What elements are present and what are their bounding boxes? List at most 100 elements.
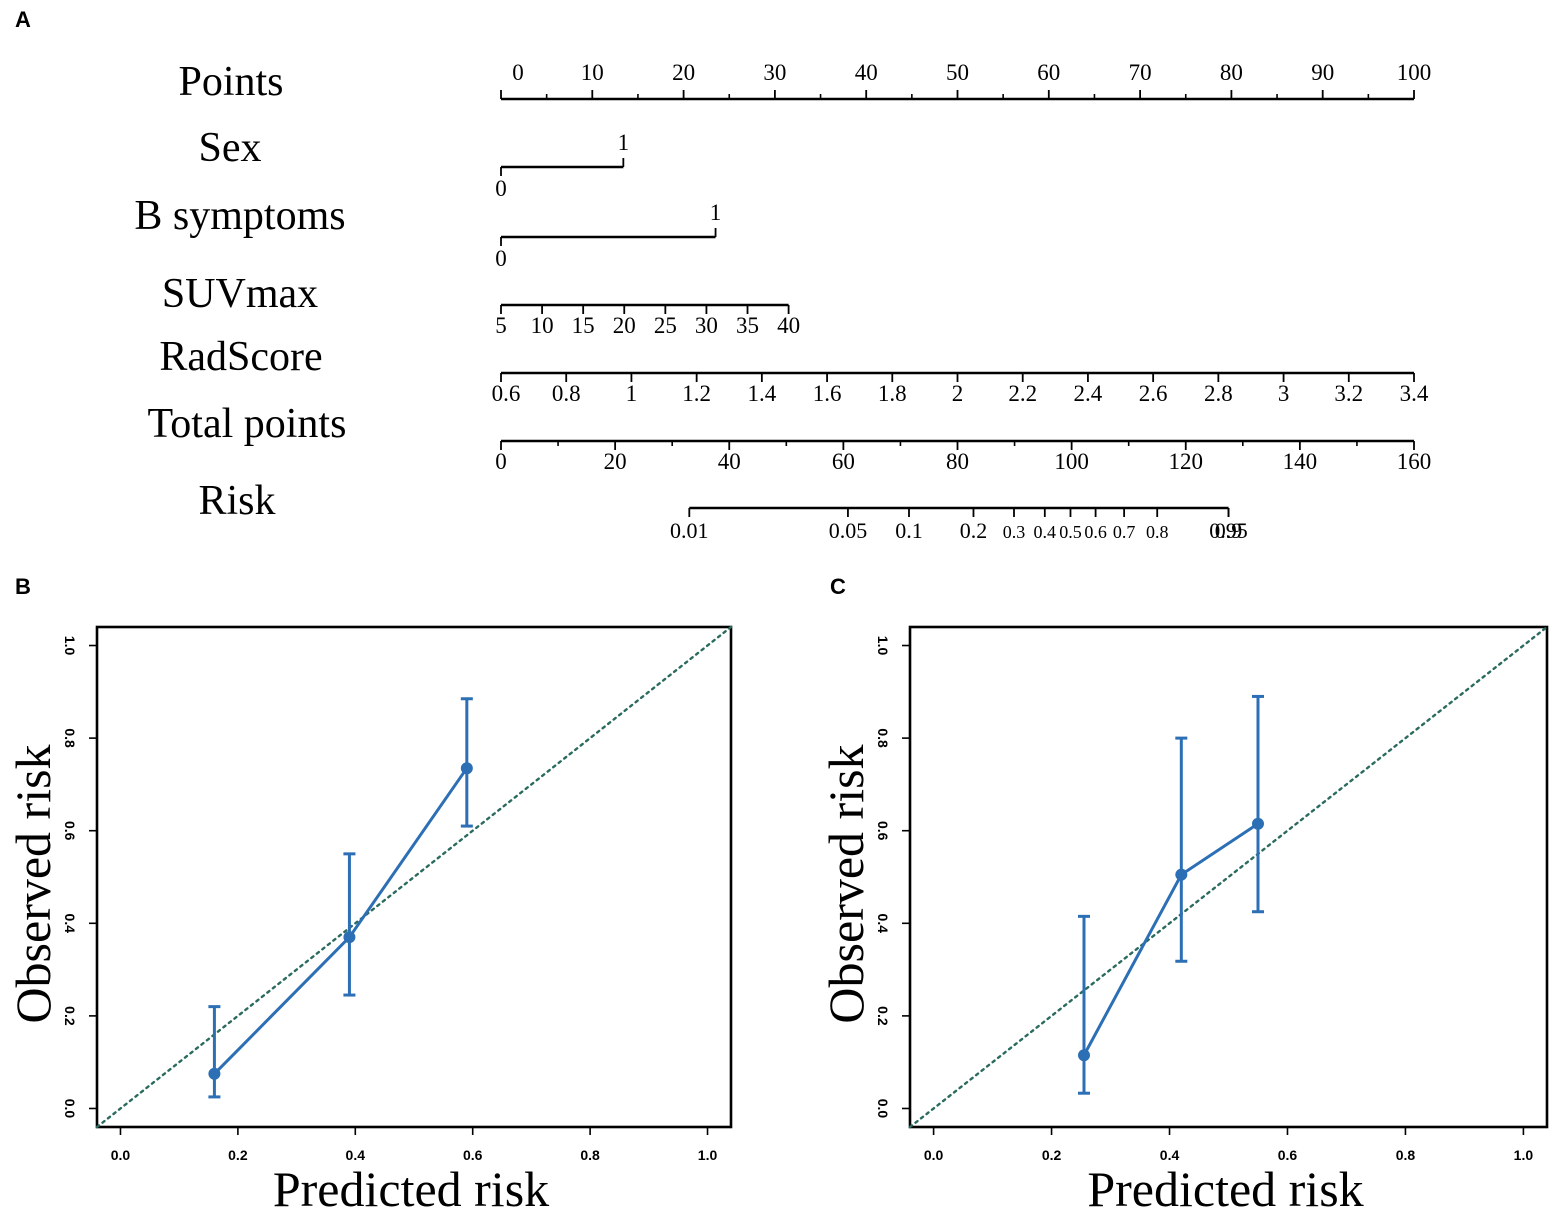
- nomogram-tick-label: 2.2: [1008, 381, 1037, 406]
- nomogram-tick-label: 10: [531, 313, 554, 338]
- y-axis-title: Observed risk: [818, 744, 874, 1023]
- nomogram-tick-label: 0: [495, 176, 507, 201]
- nomogram-tick-label: 0.4: [1034, 522, 1057, 542]
- calibration-plot-b: 0.0 0.2 0.4 0.6 0.8 1.0 0.0 0.2 0.4 0.6 0.8 1.0 Pred…: [5, 625, 733, 1214]
- nomogram-tick-label: 120: [1169, 449, 1204, 474]
- y-axis-title: Observed risk: [5, 744, 61, 1023]
- x-tick-label: 0.8: [580, 1147, 600, 1163]
- calibration-line: [1082, 822, 1259, 1056]
- x-tick-label: 0.2: [1042, 1147, 1062, 1163]
- nomogram-tick-label: 2: [952, 381, 964, 406]
- data-point: [1077, 1049, 1090, 1062]
- calibration-line: [213, 767, 469, 1075]
- x-tick-label: 0.6: [1278, 1147, 1298, 1163]
- data-point: [343, 931, 356, 944]
- nomogram-row-label: Points: [178, 59, 283, 105]
- panel-label-b: B: [15, 574, 31, 599]
- nomogram-row-label: Sex: [199, 125, 262, 171]
- nomogram-tick-label: 0.6: [1084, 522, 1107, 542]
- x-axis-title: Predicted risk: [1087, 1161, 1363, 1214]
- x-tick-label: 1.0: [698, 1147, 718, 1163]
- nomogram-tick-label: 80: [1220, 60, 1243, 85]
- nomogram-row-sex: Sex 0 1: [199, 125, 630, 201]
- nomogram-tick-label: 0.8: [552, 381, 581, 406]
- nomogram-tick-label: 35: [736, 313, 759, 338]
- nomogram-tick-label: 0.95: [1209, 518, 1248, 543]
- nomogram-row-label: B symptoms: [134, 193, 345, 239]
- nomogram-tick-label: 0.01: [670, 518, 709, 543]
- x-axis-title: Predicted risk: [273, 1161, 549, 1214]
- nomogram-tick-label: 0.3: [1003, 522, 1026, 542]
- x-tick-label: 0.8: [1396, 1147, 1416, 1163]
- nomogram-tick-label: 30: [763, 60, 786, 85]
- nomogram-tick-label: 2.4: [1074, 381, 1103, 406]
- nomogram-row-label: Total points: [148, 401, 347, 447]
- nomogram-tick-label: 0.8: [1146, 522, 1169, 542]
- panel-label-c: C: [830, 574, 846, 599]
- nomogram-tick-label: 0.2: [960, 518, 988, 543]
- nomogram-tick-label: 30: [695, 313, 718, 338]
- plot-frame: [908, 625, 1549, 1129]
- nomogram-tick-label: 25: [654, 313, 677, 338]
- nomogram-tick-label: 5: [495, 313, 507, 338]
- nomogram-tick-label: 0.1: [895, 518, 923, 543]
- nomogram-tick-label: 0: [512, 60, 524, 85]
- nomogram-tick-label: 1: [626, 381, 638, 406]
- series-calibration: [1077, 694, 1264, 1095]
- data-point: [460, 762, 473, 775]
- plot-frame: [95, 625, 733, 1129]
- nomogram-tick-label: 3.4: [1400, 381, 1429, 406]
- nomogram-tick-label: 2.8: [1204, 381, 1233, 406]
- y-tick-label: 0.6: [62, 821, 78, 841]
- y-tick-label: 0.6: [875, 821, 891, 841]
- nomogram-tick-label: 0: [495, 449, 507, 474]
- nomogram-row-risk: Risk 0.01 0.05 0.1 0.2 0.3 0.4 0.5 0.6 0.7 0.8 0.90…: [198, 478, 1247, 543]
- y-tick-label: 0.2: [875, 1006, 891, 1026]
- nomogram-tick-label: 1: [618, 130, 630, 155]
- x-tick-label: 0.4: [1160, 1147, 1180, 1163]
- calibration-plot-c: 0.0 0.2 0.4 0.6 0.8 1.0 0.0 0.2 0.4 0.6 0.8 1.0 Pred…: [818, 625, 1549, 1214]
- nomogram-tick-label: 0.6: [492, 381, 521, 406]
- nomogram-tick-label: 60: [1037, 60, 1060, 85]
- nomogram-tick-label: 40: [855, 60, 878, 85]
- nomogram-tick-label: 0.9: [1215, 518, 1243, 543]
- nomogram-row-label: SUVmax: [162, 271, 318, 317]
- nomogram-tick-label: 140: [1283, 449, 1318, 474]
- series-calibration: [208, 697, 473, 1099]
- nomogram-tick-label: 1.6: [813, 381, 842, 406]
- data-point: [1175, 868, 1188, 881]
- x-tick-label: 0.0: [111, 1147, 131, 1163]
- x-tick-label: 0.4: [346, 1147, 366, 1163]
- nomogram-tick-label: 40: [777, 313, 800, 338]
- y-tick-label: 0.8: [875, 728, 891, 748]
- ideal-diagonal-line: [908, 625, 1549, 1129]
- nomogram-tick-label: 2.6: [1139, 381, 1168, 406]
- nomogram-row-suvmax: SUVmax 5 10 15 20 25 30 35 40: [162, 271, 800, 338]
- nomogram-tick-label: 3.2: [1334, 381, 1363, 406]
- nomogram-tick-label: 60: [832, 449, 855, 474]
- y-tick-label: 0.0: [62, 1099, 78, 1119]
- nomogram-tick-label: 1.4: [747, 381, 776, 406]
- y-tick-label: 1.0: [875, 636, 891, 656]
- nomogram-tick-label: 100: [1054, 449, 1089, 474]
- x-tick-label: 0.6: [463, 1147, 483, 1163]
- y-tick-label: 1.0: [62, 636, 78, 656]
- nomogram-tick-label: 0: [495, 246, 507, 271]
- x-tick-label: 0.0: [924, 1147, 944, 1163]
- nomogram-tick-label: 160: [1397, 449, 1432, 474]
- nomogram-tick-label: 0.05: [829, 518, 868, 543]
- nomogram-row-label: RadScore: [159, 334, 322, 380]
- nomogram-tick-label: 1: [710, 200, 722, 225]
- nomogram-tick-label: 40: [718, 449, 741, 474]
- y-tick-label: 0.8: [62, 728, 78, 748]
- nomogram-tick-label: 0.7: [1113, 522, 1136, 542]
- nomogram-tick-label: 70: [1129, 60, 1152, 85]
- nomogram-row-b-symptoms: B symptoms 0 1: [134, 193, 721, 271]
- nomogram-row-points: Points 0 10 20 30 40 50 60 70 80 90 100: [178, 59, 1431, 105]
- nomogram-tick-label: 20: [604, 449, 627, 474]
- y-tick-label: 0.4: [62, 914, 78, 934]
- data-point: [208, 1067, 221, 1080]
- nomogram-tick-label: 50: [946, 60, 969, 85]
